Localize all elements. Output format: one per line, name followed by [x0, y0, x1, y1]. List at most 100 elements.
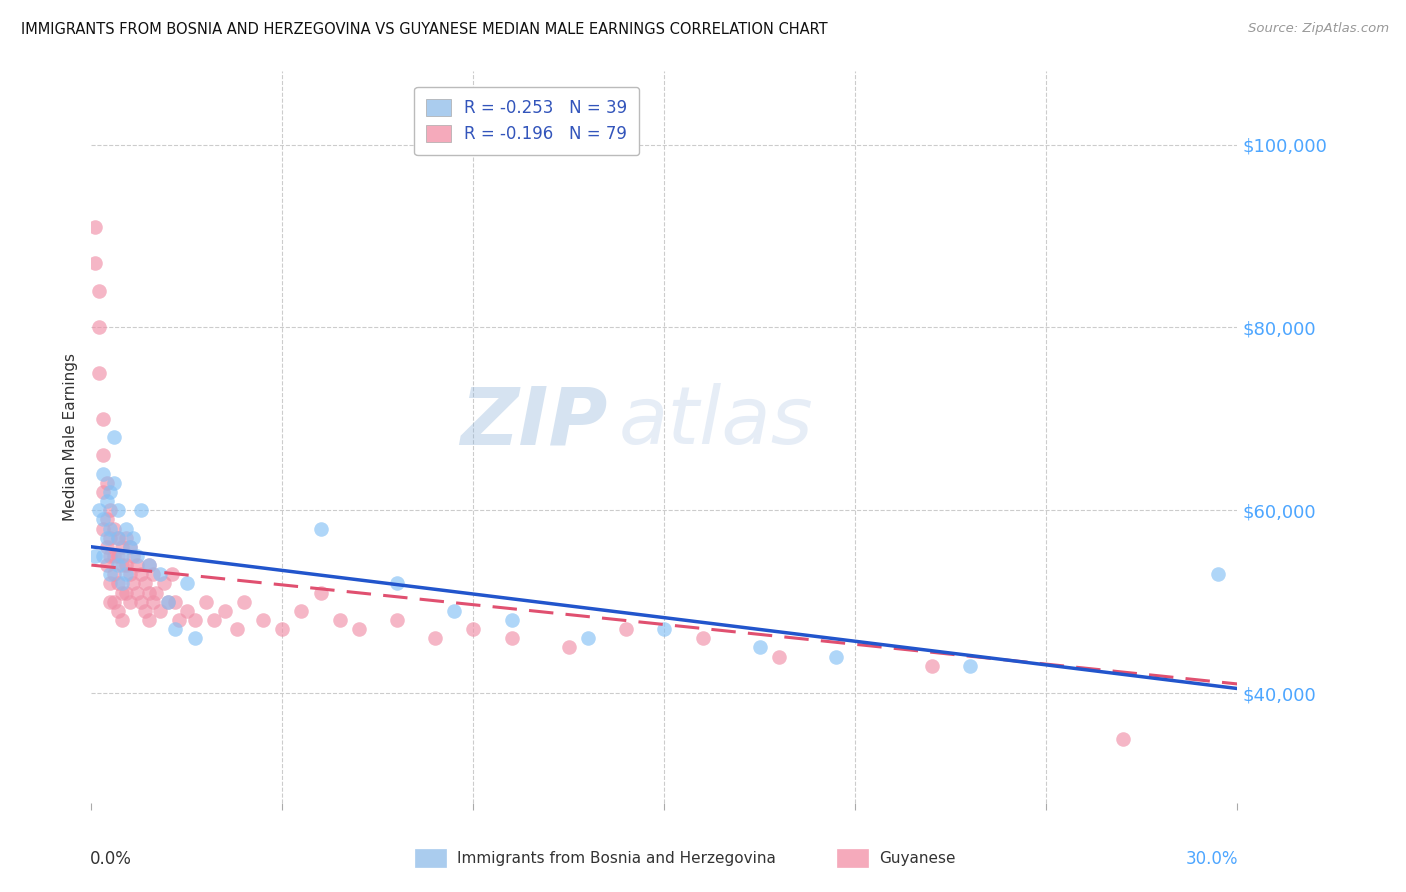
Point	[91, 411, 114, 425]
Point	[96, 512, 118, 526]
Point	[652, 622, 675, 636]
Point	[111, 576, 134, 591]
Point	[114, 585, 136, 599]
Point	[825, 649, 848, 664]
Point	[129, 594, 152, 608]
Point	[959, 658, 981, 673]
Point	[138, 558, 160, 573]
Point	[100, 594, 122, 608]
Point	[103, 567, 125, 582]
Point	[122, 576, 145, 591]
Point	[165, 622, 187, 636]
Point	[138, 585, 160, 599]
Point	[692, 631, 714, 645]
Point	[1111, 731, 1133, 746]
Point	[91, 484, 114, 499]
Text: IMMIGRANTS FROM BOSNIA AND HERZEGOVINA VS GUYANESE MEDIAN MALE EARNINGS CORRELAT: IMMIGRANTS FROM BOSNIA AND HERZEGOVINA V…	[21, 22, 828, 37]
Point	[167, 613, 190, 627]
Text: ZIP: ZIP	[460, 384, 607, 461]
Point	[252, 613, 274, 627]
Point	[87, 320, 110, 334]
Point	[134, 604, 156, 618]
Point	[1206, 567, 1229, 582]
Point	[443, 604, 465, 618]
Point	[165, 594, 187, 608]
Point	[501, 613, 523, 627]
Point	[100, 567, 122, 582]
Point	[103, 594, 125, 608]
Point	[138, 558, 160, 573]
Text: 0.0%: 0.0%	[90, 850, 132, 868]
Point	[118, 540, 141, 554]
Point	[96, 475, 118, 490]
Point	[114, 567, 136, 582]
Y-axis label: Median Male Earnings: Median Male Earnings	[63, 353, 79, 521]
Point	[127, 549, 149, 563]
Point	[100, 549, 122, 563]
Point	[129, 503, 152, 517]
Point	[91, 467, 114, 481]
Point	[183, 631, 205, 645]
Point	[614, 622, 637, 636]
Point	[183, 613, 205, 627]
Point	[103, 549, 125, 563]
Text: atlas: atlas	[619, 384, 813, 461]
Point	[176, 576, 198, 591]
Point	[156, 594, 179, 608]
Point	[100, 484, 122, 499]
Point	[347, 622, 370, 636]
Point	[122, 531, 145, 545]
Text: Guyanese: Guyanese	[879, 851, 955, 865]
Point	[134, 576, 156, 591]
Point	[111, 613, 134, 627]
Point	[329, 613, 352, 627]
Point	[107, 576, 129, 591]
Point	[96, 540, 118, 554]
Legend: R = -0.253   N = 39, R = -0.196   N = 79: R = -0.253 N = 39, R = -0.196 N = 79	[415, 87, 640, 155]
Point	[91, 521, 114, 535]
Point	[111, 585, 134, 599]
Point	[921, 658, 943, 673]
Point	[87, 366, 110, 380]
Point	[84, 549, 107, 563]
Point	[91, 512, 114, 526]
Point	[141, 567, 163, 582]
Point	[107, 558, 129, 573]
Point	[91, 549, 114, 563]
Point	[100, 531, 122, 545]
Text: 30.0%: 30.0%	[1185, 850, 1239, 868]
Point	[160, 567, 183, 582]
Point	[107, 531, 129, 545]
Point	[385, 613, 408, 627]
Point	[103, 521, 125, 535]
Point	[149, 604, 172, 618]
Point	[271, 622, 294, 636]
Point	[309, 521, 332, 535]
Point	[141, 594, 163, 608]
Point	[122, 549, 145, 563]
Point	[129, 567, 152, 582]
Point	[463, 622, 485, 636]
Point	[118, 567, 141, 582]
Point	[225, 622, 247, 636]
Point	[100, 576, 122, 591]
Point	[194, 594, 217, 608]
Point	[118, 540, 141, 554]
Point	[114, 531, 136, 545]
Point	[501, 631, 523, 645]
Point	[149, 567, 172, 582]
Point	[103, 430, 125, 444]
Point	[96, 531, 118, 545]
Point	[107, 604, 129, 618]
Point	[111, 549, 134, 563]
Point	[100, 503, 122, 517]
Point	[96, 494, 118, 508]
Point	[87, 284, 110, 298]
Text: Immigrants from Bosnia and Herzegovina: Immigrants from Bosnia and Herzegovina	[457, 851, 776, 865]
Point	[96, 558, 118, 573]
Point	[423, 631, 446, 645]
Point	[127, 585, 149, 599]
Point	[127, 558, 149, 573]
Point	[156, 594, 179, 608]
Point	[558, 640, 581, 655]
